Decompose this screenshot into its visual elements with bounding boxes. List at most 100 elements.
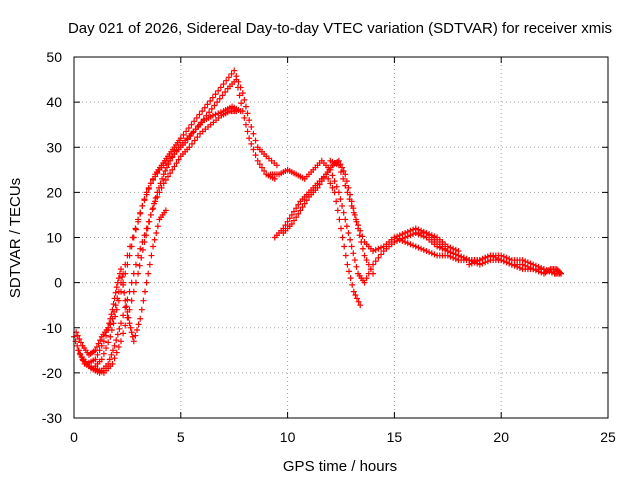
data-point — [137, 245, 144, 252]
data-point — [372, 258, 379, 265]
data-point — [122, 322, 129, 329]
data-point — [189, 140, 196, 147]
data-point — [143, 279, 150, 286]
data-point — [105, 324, 112, 331]
data-point — [204, 101, 211, 108]
data-point — [159, 175, 166, 182]
data-point — [112, 289, 119, 296]
data-point — [117, 266, 124, 273]
data-point — [152, 173, 159, 180]
data-point — [295, 210, 302, 217]
data-point — [111, 355, 118, 362]
data-point — [225, 74, 232, 81]
data-point — [242, 121, 249, 128]
data-point — [113, 349, 120, 356]
data-point — [342, 182, 349, 189]
data-point — [185, 125, 192, 132]
data-point — [100, 350, 107, 357]
data-point — [241, 114, 248, 121]
data-point — [141, 197, 148, 204]
data-point — [282, 222, 289, 229]
data-point — [139, 202, 146, 209]
data-point — [215, 110, 222, 117]
data-point — [171, 151, 178, 158]
data-point — [339, 164, 346, 171]
data-point — [109, 306, 116, 313]
data-point — [336, 216, 343, 223]
data-point — [410, 242, 417, 249]
data-point — [136, 262, 143, 269]
data-point — [162, 167, 169, 174]
data-point — [418, 232, 425, 239]
series-arc-i — [327, 157, 483, 264]
data-point — [107, 315, 114, 322]
data-point — [471, 259, 478, 266]
data-point — [342, 171, 349, 178]
data-point — [428, 250, 435, 257]
data-point — [114, 279, 121, 286]
y-tick-label: 40 — [46, 94, 62, 110]
data-point — [346, 268, 353, 275]
data-point — [463, 255, 470, 262]
data-point — [97, 337, 104, 344]
data-point — [498, 257, 505, 264]
data-point — [286, 215, 293, 222]
data-point — [254, 157, 261, 164]
data-point — [404, 240, 411, 247]
series-arc-b — [75, 76, 278, 372]
data-point — [154, 223, 161, 230]
data-point — [228, 70, 235, 77]
data-point — [316, 181, 323, 188]
data-point — [350, 250, 357, 257]
data-point — [207, 97, 214, 104]
data-point — [402, 239, 409, 246]
data-point — [500, 258, 507, 265]
data-point — [105, 339, 112, 346]
data-point — [146, 218, 153, 225]
data-point — [329, 172, 336, 179]
data-point — [175, 156, 182, 163]
data-point — [455, 252, 462, 259]
data-point — [341, 243, 348, 250]
data-point — [123, 303, 130, 310]
data-point — [299, 204, 306, 211]
data-point — [124, 261, 131, 268]
data-point — [150, 176, 157, 183]
data-point — [404, 228, 411, 235]
data-point — [206, 109, 213, 116]
data-point — [132, 261, 139, 268]
data-point — [177, 135, 184, 142]
data-point — [351, 257, 358, 264]
data-point — [126, 306, 133, 313]
data-point — [423, 248, 430, 255]
data-point — [220, 81, 227, 88]
data-point — [223, 77, 230, 84]
data-point — [248, 140, 255, 147]
data-point — [127, 324, 134, 331]
data-point — [138, 254, 145, 261]
data-point — [490, 253, 497, 260]
data-point — [407, 227, 414, 234]
data-point — [527, 260, 534, 267]
data-point — [375, 254, 382, 261]
data-point — [288, 211, 295, 218]
data-point — [164, 173, 171, 180]
data-point — [154, 189, 161, 196]
data-point — [110, 301, 117, 308]
data-point — [522, 258, 529, 265]
data-point — [329, 184, 336, 191]
data-point — [117, 338, 124, 345]
data-point — [410, 226, 417, 233]
data-point — [100, 338, 107, 345]
data-point — [126, 320, 133, 327]
data-point — [126, 252, 133, 259]
data-point — [506, 260, 513, 267]
data-point — [212, 111, 219, 118]
data-point — [365, 261, 372, 268]
data-point — [273, 162, 280, 169]
data-point — [113, 337, 120, 344]
data-point — [209, 94, 216, 101]
data-point — [484, 253, 491, 260]
data-point — [144, 225, 151, 232]
